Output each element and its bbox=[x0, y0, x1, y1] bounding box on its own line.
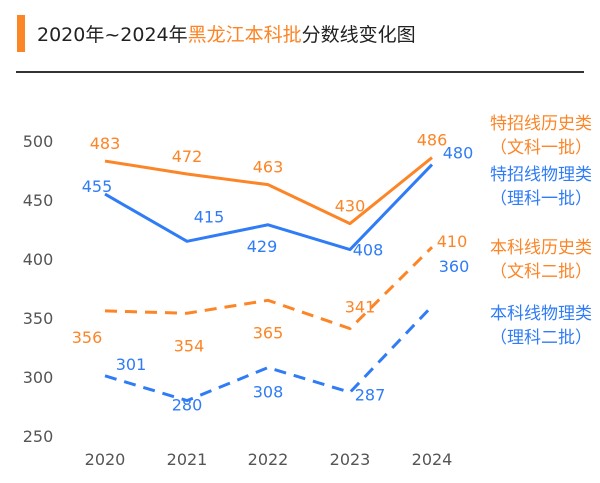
y-tick-label: 300 bbox=[23, 368, 54, 387]
data-label: 287 bbox=[355, 385, 386, 404]
title-accent-bar bbox=[17, 15, 25, 52]
y-tick-label: 350 bbox=[23, 309, 54, 328]
x-tick-label: 2021 bbox=[167, 450, 208, 469]
x-tick-label: 2024 bbox=[412, 450, 453, 469]
data-label: 410 bbox=[437, 232, 468, 251]
legend-entry: 特招线物理类 （理科一批） bbox=[481, 163, 600, 211]
data-label: 356 bbox=[72, 328, 103, 347]
data-label: 280 bbox=[172, 396, 203, 415]
data-label: 408 bbox=[353, 241, 384, 260]
legend-entry: 本科线历史类 （文科二批） bbox=[481, 236, 600, 284]
chart-title: 2020年~2024年黑龙江本科批分数线变化图 bbox=[37, 20, 416, 47]
legend-entry: 本科线物理类 （理科二批） bbox=[481, 302, 600, 350]
data-label: 415 bbox=[194, 207, 225, 226]
y-tick-label: 400 bbox=[23, 250, 54, 269]
legend-subname: （文科一批） bbox=[490, 138, 592, 158]
data-label: 365 bbox=[253, 323, 284, 342]
data-label: 430 bbox=[335, 197, 366, 216]
x-tick-label: 2023 bbox=[330, 450, 371, 469]
data-label: 429 bbox=[247, 237, 278, 256]
data-label: 360 bbox=[439, 257, 470, 276]
title-highlight: 黑龙江本科批 bbox=[187, 24, 302, 46]
x-tick-label: 2020 bbox=[85, 450, 126, 469]
data-label: 301 bbox=[116, 355, 147, 374]
legend-subname: （理科一批） bbox=[490, 189, 592, 209]
legend-name: 本科线历史类 bbox=[490, 238, 592, 258]
y-tick-label: 450 bbox=[23, 191, 54, 210]
legend-entry: 特招线历史类 （文科一批） bbox=[481, 112, 600, 160]
data-label: 354 bbox=[174, 336, 205, 355]
data-label: 486 bbox=[417, 131, 448, 150]
data-label: 483 bbox=[90, 134, 121, 153]
data-label: 308 bbox=[253, 383, 284, 402]
legend-subname: （理科二批） bbox=[490, 328, 592, 348]
x-tick-label: 2022 bbox=[248, 450, 289, 469]
y-tick-label: 250 bbox=[23, 427, 54, 446]
legend-name: 特招线物理类 bbox=[490, 165, 592, 185]
data-label: 463 bbox=[253, 158, 284, 177]
data-label: 455 bbox=[82, 177, 113, 196]
series-line-1 bbox=[104, 163, 434, 252]
data-label: 480 bbox=[443, 144, 474, 163]
series-line-0 bbox=[104, 156, 433, 226]
data-label: 341 bbox=[345, 298, 376, 317]
legend-name: 特招线历史类 bbox=[490, 114, 592, 134]
series-line-2 bbox=[104, 246, 434, 331]
legend-name: 本科线物理类 bbox=[490, 304, 592, 324]
title-divider bbox=[16, 71, 584, 73]
title-prefix: 2020年~2024年 bbox=[37, 24, 188, 46]
title-suffix: 分数线变化图 bbox=[301, 24, 416, 46]
data-label: 472 bbox=[172, 147, 203, 166]
y-tick-label: 500 bbox=[23, 132, 54, 151]
legend-subname: （文科二批） bbox=[490, 262, 592, 282]
